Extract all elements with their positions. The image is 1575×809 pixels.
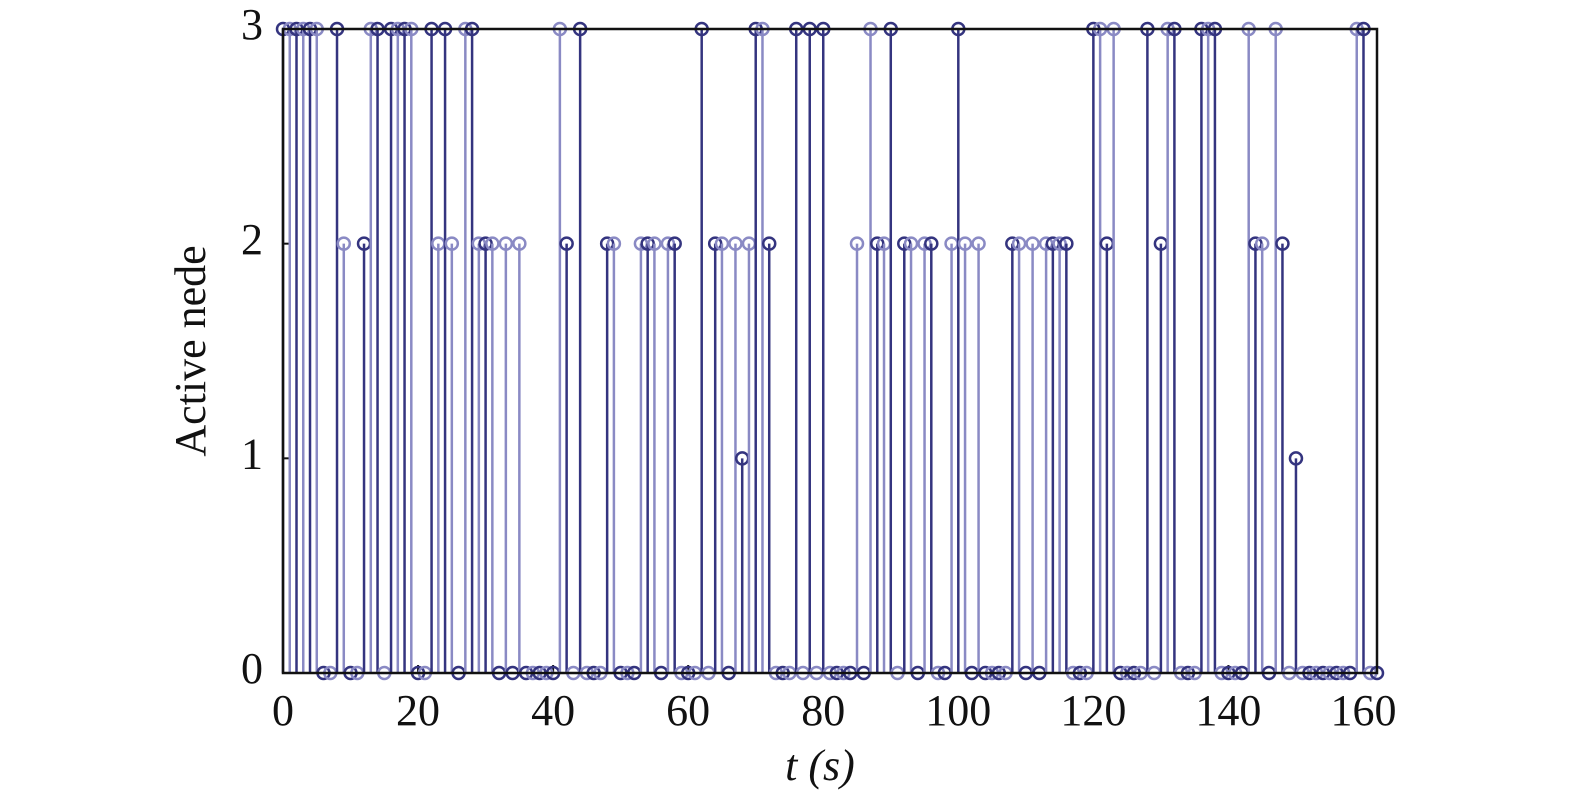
x-tick-label: 100 — [925, 686, 991, 735]
stem-marker — [761, 236, 777, 251]
x-tick-label: 140 — [1195, 686, 1261, 735]
x-tick-label: 60 — [666, 686, 710, 735]
stem-marker — [849, 236, 865, 251]
stem-marker — [1288, 451, 1304, 466]
y-tick-label: 1 — [241, 429, 263, 478]
stem-marker — [971, 236, 986, 251]
stem-marker — [647, 236, 662, 251]
stem-marker — [667, 236, 682, 251]
stem-marker — [1011, 236, 1027, 251]
x-tick-label: 0 — [272, 686, 294, 735]
y-tick-label: 3 — [241, 0, 263, 49]
plot-frame — [281, 27, 1379, 675]
stem-marker — [924, 236, 939, 251]
stem-marker — [728, 236, 743, 251]
x-tick-label: 20 — [396, 686, 440, 735]
stem-marker — [606, 236, 622, 251]
stem-marker — [512, 236, 527, 251]
stem-marker — [1025, 236, 1040, 251]
stem-marker — [1059, 236, 1074, 251]
x-tick-label: 40 — [531, 686, 575, 735]
stem-marker — [714, 236, 730, 251]
y-axis-label: Active nede — [166, 245, 215, 456]
x-tick-label: 120 — [1060, 686, 1126, 735]
stem-marker — [559, 236, 574, 251]
stem-marker — [336, 236, 352, 251]
y-tick-label: 2 — [241, 215, 263, 264]
x-axis-label: t (s) — [785, 741, 855, 790]
stem-marker — [1275, 236, 1290, 251]
stem-marker — [444, 236, 460, 251]
stem-marker — [957, 236, 973, 251]
x-tick-label: 160 — [1330, 686, 1396, 735]
stem-marker — [903, 236, 919, 251]
stem-marker — [485, 236, 500, 251]
stem-marker — [498, 236, 514, 251]
stem-marker — [1254, 236, 1270, 251]
x-tick-label: 80 — [801, 686, 845, 735]
y-tick-label: 0 — [241, 644, 263, 693]
